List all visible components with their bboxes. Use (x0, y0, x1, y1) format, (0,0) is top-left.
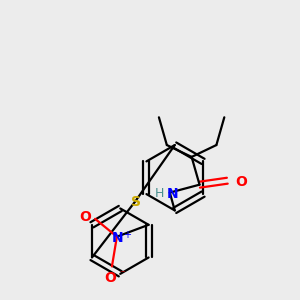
Text: +: + (123, 230, 131, 240)
Text: O: O (235, 175, 247, 189)
Text: O: O (104, 271, 116, 285)
Text: S: S (131, 195, 141, 209)
Text: O: O (79, 210, 91, 224)
Text: H: H (155, 187, 165, 200)
Text: N: N (112, 231, 124, 245)
Text: ⁻: ⁻ (119, 269, 125, 279)
Text: N: N (167, 187, 178, 201)
